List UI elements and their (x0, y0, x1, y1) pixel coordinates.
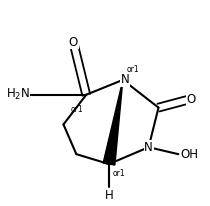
Text: or1: or1 (71, 105, 83, 114)
Text: or1: or1 (127, 66, 139, 75)
Polygon shape (103, 80, 123, 165)
Text: OH: OH (180, 148, 198, 161)
Text: N: N (121, 73, 129, 86)
Text: O: O (69, 36, 78, 49)
Text: N: N (144, 141, 153, 154)
Text: H: H (105, 189, 113, 202)
Text: or1: or1 (113, 170, 126, 178)
Text: O: O (186, 93, 196, 106)
Text: H$_2$N: H$_2$N (6, 87, 30, 102)
